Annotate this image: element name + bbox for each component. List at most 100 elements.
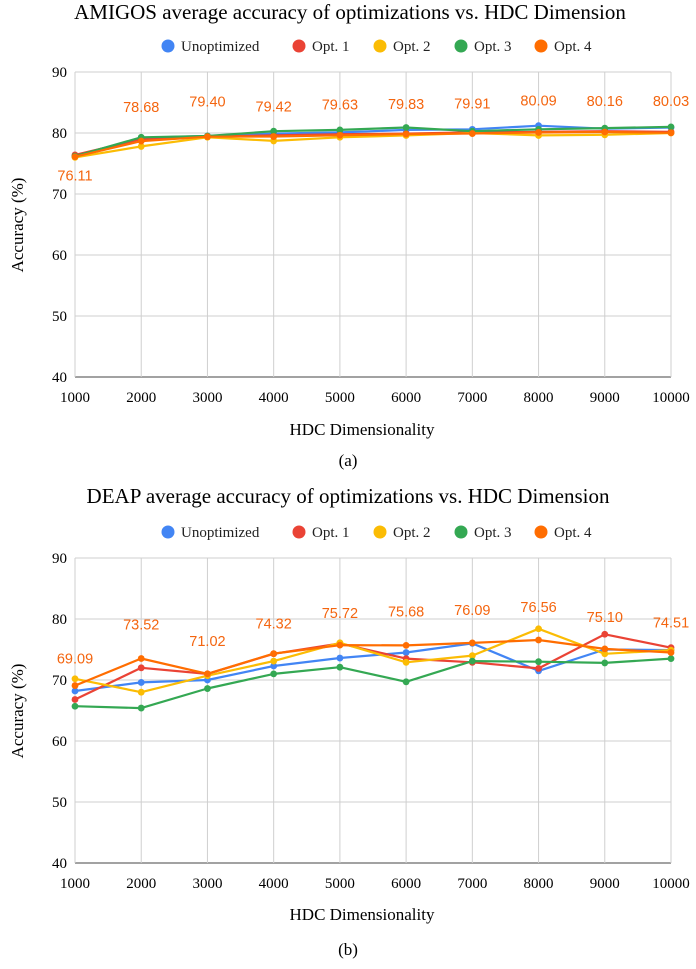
data-point <box>535 636 542 644</box>
data-point <box>402 678 410 686</box>
legend-label: Opt. 2 <box>393 39 431 55</box>
data-label: 79.83 <box>388 97 424 113</box>
data-label: 80.09 <box>520 93 556 109</box>
legend-label: Opt. 3 <box>474 39 512 55</box>
series-line <box>74 125 672 158</box>
data-label: 76.56 <box>520 600 556 616</box>
legend-marker <box>373 525 387 539</box>
y-tick-label: 40 <box>52 856 67 872</box>
data-point <box>601 630 609 638</box>
x-tick-label: 10000 <box>652 876 690 892</box>
data-point <box>71 696 79 703</box>
x-tick-label: 5000 <box>325 390 355 406</box>
legend-label: Opt. 2 <box>393 525 431 541</box>
data-point <box>667 123 675 131</box>
x-tick-label: 9000 <box>590 390 620 406</box>
data-point <box>468 639 476 647</box>
data-label: 75.68 <box>388 604 424 620</box>
data-point <box>535 129 542 136</box>
x-tick-label: 8000 <box>524 390 554 406</box>
data-point <box>402 130 410 138</box>
legend-label: Opt. 1 <box>312 525 350 541</box>
series-line <box>74 131 672 159</box>
data-point <box>535 658 542 666</box>
x-tick-label: 4000 <box>259 876 289 892</box>
chart-title: DEAP average accuracy of optimizations v… <box>87 484 610 508</box>
series-line <box>74 130 672 158</box>
data-point <box>204 685 211 692</box>
data-point <box>601 645 609 653</box>
legend-marker <box>454 39 468 53</box>
series-line <box>74 642 672 693</box>
data-point <box>402 649 410 656</box>
data-point <box>71 702 79 710</box>
x-tick-label: 2000 <box>126 876 156 892</box>
data-point <box>71 153 79 161</box>
figure-caption: (a) <box>339 451 358 470</box>
legend-marker <box>534 525 548 539</box>
y-tick-label: 90 <box>52 551 67 567</box>
y-tick-label: 80 <box>52 612 67 628</box>
data-label: 79.63 <box>322 97 358 113</box>
data-point <box>137 143 145 150</box>
x-axis-label: HDC Dimensionality <box>290 420 435 439</box>
x-tick-label: 9000 <box>590 876 620 892</box>
data-label: 74.51 <box>653 615 689 631</box>
data-point <box>137 137 145 145</box>
data-label: 80.03 <box>653 94 689 110</box>
data-point <box>667 649 675 656</box>
x-tick-label: 1000 <box>60 390 90 406</box>
x-tick-label: 6000 <box>391 876 421 892</box>
data-label: 75.10 <box>587 610 623 626</box>
legend-marker <box>161 39 175 53</box>
y-tick-label: 70 <box>52 187 67 203</box>
x-tick-label: 1000 <box>60 876 90 892</box>
data-label: 73.52 <box>123 618 159 634</box>
y-tick-label: 60 <box>52 248 67 264</box>
y-axis-label: Accuracy (%) <box>8 664 27 759</box>
data-label: 79.91 <box>454 97 490 113</box>
data-point <box>402 658 410 666</box>
data-point <box>402 124 410 131</box>
series-line <box>74 124 672 158</box>
data-point <box>468 652 476 659</box>
data-label: 80.16 <box>587 94 623 110</box>
legend-label: Opt. 3 <box>474 525 512 541</box>
data-point <box>336 654 344 662</box>
series-line <box>74 657 672 710</box>
data-point <box>402 641 410 649</box>
legend-marker <box>292 525 306 539</box>
y-tick-label: 90 <box>52 65 67 81</box>
legend-marker <box>454 525 468 539</box>
x-tick-label: 5000 <box>325 876 355 892</box>
data-point <box>336 641 344 649</box>
y-tick-label: 50 <box>52 795 67 811</box>
data-point <box>137 688 145 696</box>
data-label: 76.11 <box>57 169 92 185</box>
data-point <box>601 650 609 658</box>
data-point <box>137 679 145 686</box>
data-point <box>468 657 476 665</box>
y-tick-label: 50 <box>52 309 67 325</box>
legend-label: Opt. 4 <box>554 39 592 55</box>
x-tick-label: 2000 <box>126 390 156 406</box>
data-point <box>137 704 145 712</box>
series-line <box>74 633 672 701</box>
data-point <box>204 133 211 141</box>
legend-marker <box>373 39 387 53</box>
legend-marker <box>292 39 306 53</box>
chart-title: AMIGOS average accuracy of optimizations… <box>74 0 626 24</box>
legend-label: Opt. 1 <box>312 39 350 55</box>
series-line <box>74 627 672 694</box>
legend-label: Opt. 4 <box>554 525 592 541</box>
y-tick-label: 60 <box>52 734 67 750</box>
data-point <box>270 127 278 135</box>
x-axis-label: HDC Dimensionality <box>290 905 435 924</box>
data-point <box>601 128 609 136</box>
figure-caption: (b) <box>338 940 358 959</box>
plot-area: 40 50 60 70 80 90 1000 2000 3000 4000 5000 6000 7000… <box>52 551 690 892</box>
data-label: 71.02 <box>189 634 225 650</box>
data-label: 74.32 <box>256 617 292 633</box>
